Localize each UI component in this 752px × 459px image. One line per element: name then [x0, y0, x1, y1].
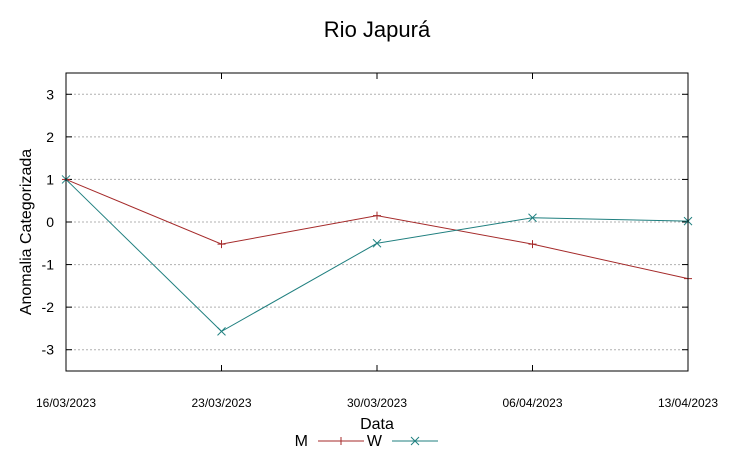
data-point-w-d2 — [528, 213, 537, 223]
data-point-w — [217, 327, 226, 336]
legend-label-m: M — [295, 433, 308, 450]
x-tick-label: 13/04/2023 — [658, 396, 718, 410]
y-tick-label: 3 — [46, 86, 54, 102]
data-point-m — [373, 211, 381, 220]
y-axis-label: Anomalia Categorizada — [18, 149, 35, 315]
x-tick-label: 30/03/2023 — [347, 396, 407, 410]
x-tick-label: 16/03/2023 — [36, 396, 96, 410]
legend-marker-w — [410, 436, 420, 446]
y-tick-label: -3 — [42, 342, 55, 358]
series-lines — [61, 175, 693, 336]
y-tick-label: 0 — [46, 214, 54, 230]
x-tick-label: 06/04/2023 — [502, 396, 562, 410]
series-line-w — [65, 179, 689, 333]
y-tick-label: -2 — [42, 299, 55, 315]
legend-marker-w-d2 — [410, 436, 420, 446]
data-point-w-d2 — [217, 327, 226, 336]
legend-label-w: W — [367, 433, 383, 450]
x-tick-label: 23/03/2023 — [191, 396, 251, 410]
series-line-m — [65, 178, 689, 280]
x-axis-ticks: 16/03/2023 23/03/2023 30/03/2023 06/04/2023… — [36, 73, 718, 410]
legend-marker-m — [337, 437, 345, 445]
data-point-w — [528, 213, 537, 223]
y-tick-label: 1 — [46, 171, 54, 187]
data-point-w — [372, 238, 382, 248]
data-point-m — [217, 240, 226, 249]
y-tick-label: 2 — [46, 129, 54, 145]
grid-lines — [66, 93, 688, 351]
data-point-w-d2 — [372, 238, 382, 248]
plot-frame — [65, 72, 689, 372]
chart-title: Rio Japurá — [324, 17, 431, 42]
data-point-m — [528, 240, 537, 249]
y-tick-label: -1 — [42, 257, 55, 273]
x-axis-label: Data — [360, 416, 394, 433]
